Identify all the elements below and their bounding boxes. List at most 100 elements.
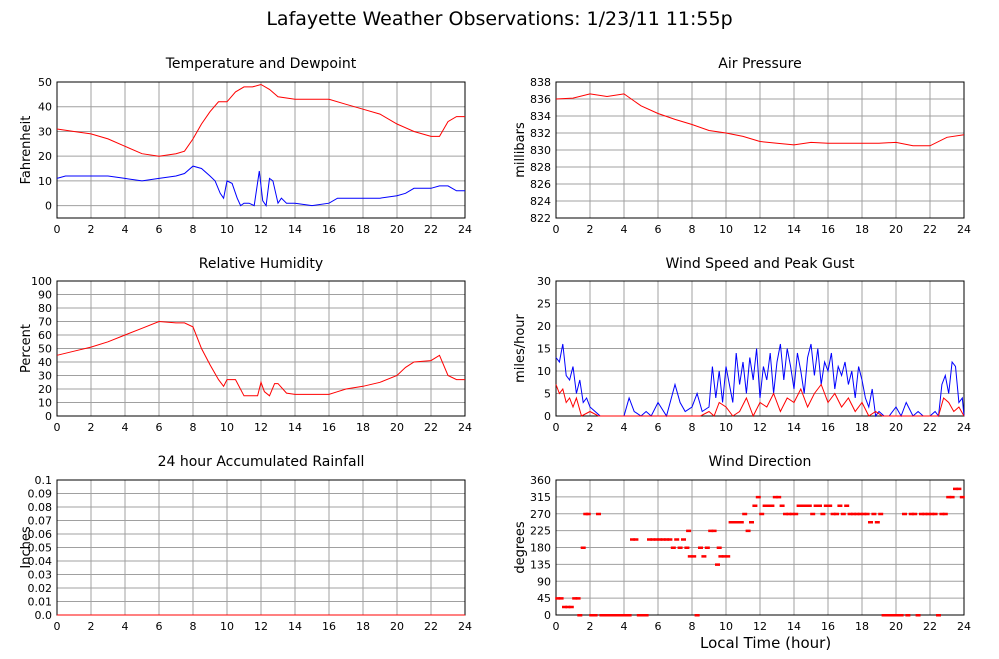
x-tick-label: 22	[923, 223, 937, 236]
data-point	[783, 512, 788, 516]
y-tick-label: 10	[38, 175, 52, 188]
data-point	[583, 512, 589, 516]
x-tick-label: 18	[356, 620, 370, 633]
data-point	[565, 605, 571, 609]
x-tick-label: 6	[655, 620, 662, 633]
data-point	[698, 546, 703, 549]
data-point	[716, 546, 722, 549]
data-point	[715, 563, 720, 566]
data-point	[599, 614, 605, 617]
x-tick-label: 22	[923, 620, 937, 633]
data-point	[687, 555, 693, 558]
x-tick-label: 16	[821, 620, 835, 633]
y-tick-label: 822	[530, 212, 551, 225]
y-axis-label: miles/hour	[513, 313, 528, 382]
y-tick-label: 15	[537, 343, 551, 356]
x-tick-label: 6	[156, 223, 163, 236]
data-point	[939, 512, 945, 516]
data-point	[946, 495, 952, 499]
data-point	[878, 512, 884, 516]
x-tick-label: 24	[957, 620, 971, 633]
data-point	[650, 538, 656, 541]
data-point	[732, 521, 737, 524]
y-tick-label: 135	[530, 558, 551, 571]
x-tick-label: 22	[923, 421, 937, 434]
y-tick-label: 0	[45, 410, 52, 423]
data-point	[745, 529, 751, 533]
data-point	[596, 512, 601, 516]
x-tick-label: 20	[390, 620, 404, 633]
x-tick-label: 20	[889, 620, 903, 633]
x-tick-label: 14	[288, 421, 302, 434]
data-point	[830, 512, 836, 516]
data-point	[803, 504, 809, 507]
x-tick-label: 18	[855, 421, 869, 434]
y-tick-label: 836	[530, 93, 551, 106]
x-tick-label: 14	[787, 223, 801, 236]
y-tick-label: 0.04	[28, 555, 53, 568]
data-point	[874, 521, 880, 524]
data-point	[616, 614, 622, 617]
plot-frame	[56, 280, 466, 417]
data-point	[623, 614, 629, 617]
data-point	[667, 538, 673, 541]
x-tick-label: 14	[288, 620, 302, 633]
y-tick-label: 270	[530, 508, 551, 521]
data-point	[772, 495, 778, 499]
x-tick-label: 2	[587, 223, 594, 236]
data-point	[558, 597, 564, 600]
data-point	[861, 512, 867, 516]
data-point	[755, 495, 761, 499]
data-point	[936, 614, 941, 617]
x-tick-label: 0	[553, 223, 560, 236]
data-point	[752, 504, 758, 507]
series-line-1	[56, 320, 465, 397]
data-point	[929, 512, 935, 516]
data-point	[749, 521, 754, 524]
x-tick-label: 4	[621, 223, 628, 236]
y-tick-label: 830	[530, 144, 551, 157]
data-point	[681, 538, 686, 541]
y-tick-label: 10	[38, 397, 52, 410]
data-point	[844, 504, 850, 507]
y-tick-label: 0.05	[28, 542, 53, 555]
x-tick-label: 16	[322, 620, 336, 633]
x-tick-label: 8	[190, 421, 197, 434]
data-point	[891, 614, 897, 617]
data-point	[820, 512, 826, 516]
data-point	[643, 614, 649, 617]
data-point	[762, 504, 768, 507]
data-point	[908, 512, 914, 516]
data-point	[657, 538, 663, 541]
x-tick-label: 8	[190, 223, 197, 236]
data-point	[694, 614, 700, 617]
data-point	[575, 597, 581, 600]
data-point	[776, 495, 782, 499]
data-point	[779, 504, 785, 507]
x-tick-label: 24	[458, 620, 472, 633]
data-point	[592, 614, 598, 617]
data-point	[956, 487, 962, 491]
x-tick-label: 0	[553, 620, 560, 633]
series-line-1	[555, 343, 965, 418]
y-tick-label: 20	[38, 383, 52, 396]
y-tick-label: 0.0	[35, 609, 53, 622]
data-point	[864, 512, 870, 516]
y-axis-label: Percent	[19, 324, 34, 373]
data-point	[664, 538, 669, 541]
x-tick-label: 4	[621, 620, 628, 633]
x-tick-label: 8	[689, 421, 696, 434]
data-point	[837, 504, 843, 507]
data-point	[711, 529, 717, 533]
data-point	[881, 614, 887, 617]
data-point	[701, 555, 707, 558]
x-tick-label: 24	[458, 223, 472, 236]
data-point	[868, 521, 873, 524]
x-tick-label: 8	[689, 620, 696, 633]
x-tick-label: 12	[254, 223, 268, 236]
x-tick-label: 10	[220, 620, 234, 633]
data-point	[851, 512, 856, 516]
y-tick-label: 100	[31, 275, 52, 288]
